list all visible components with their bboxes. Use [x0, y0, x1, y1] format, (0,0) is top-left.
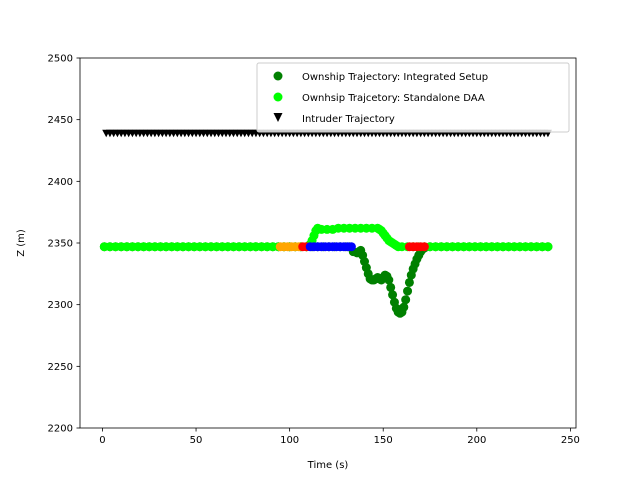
legend-marker-integrated [273, 71, 283, 81]
y-tick-label: 2500 [48, 54, 73, 65]
x-tick-label: 200 [467, 435, 486, 446]
x-tick-label: 50 [190, 435, 203, 446]
integrated-point [399, 302, 409, 312]
highlight-point [346, 242, 356, 252]
y-tick-label: 2450 [48, 115, 73, 126]
y-tick-label: 2350 [48, 239, 73, 250]
legend-label-intruder: Intruder Trajectory [302, 114, 395, 125]
x-tick-label: 250 [561, 435, 580, 446]
integrated-point [384, 275, 394, 285]
y-tick-label: 2300 [48, 300, 73, 311]
integrated-point [403, 286, 413, 296]
standalone-point [543, 242, 553, 252]
y-axis-label: Z (m) [16, 229, 27, 257]
legend: Ownship Trajectory: Integrated Setup Own… [256, 62, 570, 133]
x-tick-label: 150 [374, 435, 393, 446]
y-tick-label: 2250 [48, 362, 73, 373]
legend-box [256, 62, 570, 133]
legend-label-standalone: Ownhsip Trajcetory: Standalone DAA [302, 93, 485, 104]
legend-label-integrated: Ownship Trajectory: Integrated Setup [302, 72, 488, 83]
legend-marker-standalone [273, 92, 283, 102]
y-tick-label: 2400 [48, 177, 73, 188]
x-tick-label: 0 [99, 435, 105, 446]
integrated-point [386, 282, 396, 292]
integrated-point [401, 295, 411, 305]
legend-marker-intruder [273, 113, 283, 122]
integrated-point [388, 290, 398, 300]
y-axis: 2200 2250 2300 2350 2400 2450 2500 [48, 54, 80, 435]
highlight-point [419, 242, 429, 252]
x-tick-label: 100 [280, 435, 299, 446]
x-axis-label: Time (s) [307, 460, 349, 471]
data-marks [99, 129, 553, 318]
integrated-point [404, 277, 414, 287]
y-tick-label: 2200 [48, 424, 73, 435]
x-axis: 0 50 100 150 200 250 [99, 428, 580, 446]
